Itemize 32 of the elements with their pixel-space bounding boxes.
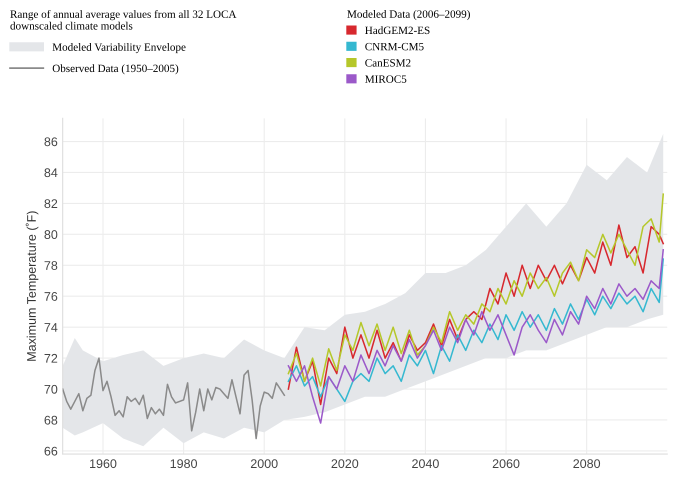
x-tick-label: 2080 xyxy=(573,459,600,468)
text: Modeled Data (2006–2099) xyxy=(347,10,470,20)
y-tick-label: 84 xyxy=(44,168,58,178)
x-tick-label: 1960 xyxy=(90,459,116,468)
legend-label: HadGEM2-ES xyxy=(365,26,430,34)
y-tick-label: 86 xyxy=(44,137,58,146)
y-tick-label: 76 xyxy=(44,292,58,301)
y-tick-label: 78 xyxy=(44,261,58,270)
legend-label: MIROC5 xyxy=(365,75,406,83)
legend-label: CanESM2 xyxy=(365,59,410,67)
legend-label: Observed Data (1950–2005) xyxy=(52,64,178,74)
line-series xyxy=(288,249,664,424)
y-axis-title: Maximum Temperature (˚F) xyxy=(26,211,38,361)
y-tick-label: 68 xyxy=(44,416,58,425)
line-series xyxy=(288,258,664,402)
y-tick-label: 74 xyxy=(44,323,58,332)
x-tick-label: 2040 xyxy=(412,459,439,468)
legend-label: CNRM-CM5 xyxy=(365,42,424,50)
line-series xyxy=(288,224,664,406)
x-tick-label: 2000 xyxy=(250,459,278,468)
line-series xyxy=(288,193,664,387)
x-tick-label: 1980 xyxy=(170,459,198,468)
y-tick-label: 66 xyxy=(44,446,58,456)
text: Range of annual average values from all 32 LOCA downscaled climate models xyxy=(10,10,236,30)
x-tick-label: 2020 xyxy=(332,459,358,468)
x-tick-label: 2060 xyxy=(492,459,520,468)
y-tick-label: 72 xyxy=(44,354,58,363)
legend-label: Modeled Variability Envelope xyxy=(52,43,186,54)
y-tick-label: 82 xyxy=(44,199,58,208)
y-tick-label: 80 xyxy=(44,230,58,240)
y-tick-label: 70 xyxy=(44,384,58,394)
line-series xyxy=(62,357,286,440)
